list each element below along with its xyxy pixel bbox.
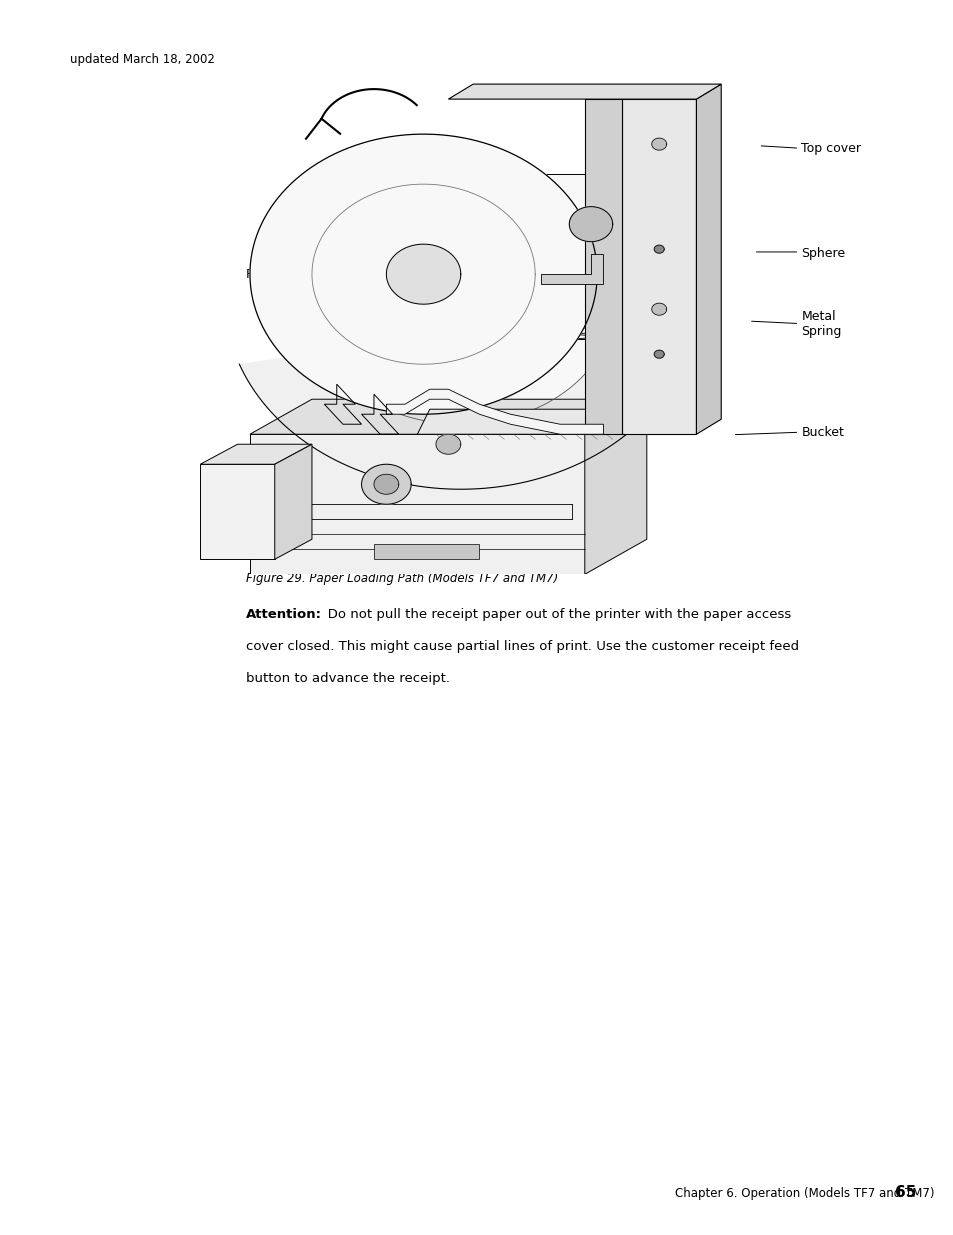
Text: Paper roll: Paper roll xyxy=(246,268,305,280)
Polygon shape xyxy=(200,464,274,559)
Polygon shape xyxy=(274,445,312,559)
Polygon shape xyxy=(386,245,460,304)
Polygon shape xyxy=(200,445,312,464)
Polygon shape xyxy=(417,409,634,435)
Polygon shape xyxy=(374,545,478,559)
Polygon shape xyxy=(584,99,621,435)
Text: updated March 18, 2002: updated March 18, 2002 xyxy=(70,53,214,67)
Polygon shape xyxy=(621,99,696,435)
Text: button to advance the receipt.: button to advance the receipt. xyxy=(246,672,450,685)
Text: Sphere: Sphere xyxy=(801,247,844,259)
Polygon shape xyxy=(361,464,411,504)
Polygon shape xyxy=(250,399,646,435)
Text: Bucket: Bucket xyxy=(801,426,843,438)
Polygon shape xyxy=(541,254,602,284)
Text: Do not pull the receipt paper out of the printer with the paper access: Do not pull the receipt paper out of the… xyxy=(314,608,790,621)
Polygon shape xyxy=(386,389,602,435)
Text: cover closed. This might cause partial lines of print. Use the customer receipt : cover closed. This might cause partial l… xyxy=(246,640,799,653)
Polygon shape xyxy=(250,435,584,574)
Polygon shape xyxy=(654,246,663,253)
Polygon shape xyxy=(584,399,646,574)
Polygon shape xyxy=(250,135,597,414)
Polygon shape xyxy=(696,84,720,435)
Polygon shape xyxy=(651,138,666,151)
Polygon shape xyxy=(436,435,460,454)
Polygon shape xyxy=(312,174,646,399)
Text: Chapter 6. Operation (Models TF7 and TM7): Chapter 6. Operation (Models TF7 and TM7… xyxy=(675,1187,934,1200)
Polygon shape xyxy=(651,303,666,315)
Text: 65: 65 xyxy=(894,1186,915,1200)
Polygon shape xyxy=(239,235,696,489)
Text: Attention:: Attention: xyxy=(246,608,322,621)
Polygon shape xyxy=(374,474,398,494)
Polygon shape xyxy=(654,351,663,358)
Text: Top cover: Top cover xyxy=(801,142,861,154)
Polygon shape xyxy=(448,84,720,99)
Text: Figure 29. Paper Loading Path (Models TF7 and TM7): Figure 29. Paper Loading Path (Models TF… xyxy=(246,572,558,585)
Polygon shape xyxy=(569,206,612,242)
Text: Metal
Spring: Metal Spring xyxy=(801,310,841,337)
